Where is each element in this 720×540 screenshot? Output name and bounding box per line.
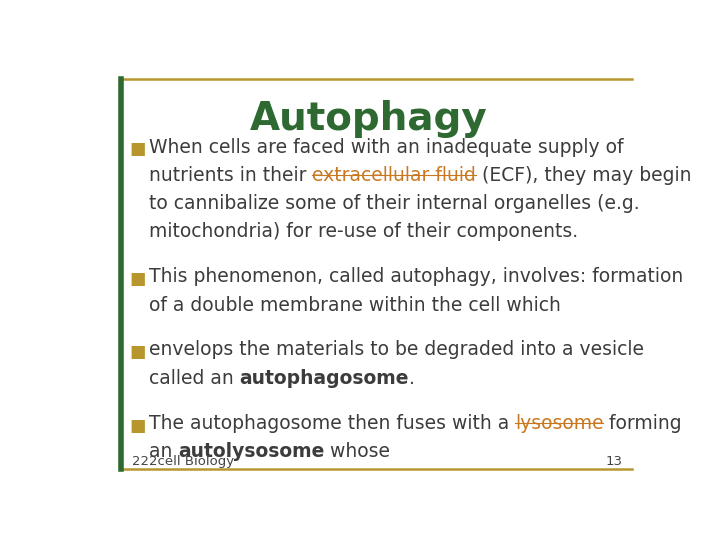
Text: .: . (409, 369, 415, 388)
Text: autolysosome: autolysosome (178, 442, 324, 461)
Text: ■: ■ (130, 270, 145, 288)
Text: extracellular fluid: extracellular fluid (312, 166, 476, 185)
Text: ■: ■ (130, 140, 145, 158)
Text: whose: whose (324, 442, 390, 461)
Text: lysosome: lysosome (515, 414, 603, 433)
Text: autophagosome: autophagosome (239, 369, 409, 388)
Text: ■: ■ (130, 343, 145, 361)
Text: When cells are faced with an inadequate supply of: When cells are faced with an inadequate … (148, 138, 623, 157)
Text: This phenomenon, called autophagy, involves: formation: This phenomenon, called autophagy, invol… (148, 267, 683, 286)
Text: of a double membrane within the cell which: of a double membrane within the cell whi… (148, 295, 560, 315)
Text: called an: called an (148, 369, 239, 388)
Text: Autophagy: Autophagy (250, 100, 488, 138)
Text: forming: forming (603, 414, 682, 433)
Text: an: an (148, 442, 178, 461)
Text: 222cell Biology: 222cell Biology (132, 455, 234, 468)
Text: envelops the materials to be degraded into a vesicle: envelops the materials to be degraded in… (148, 341, 644, 360)
Text: ■: ■ (130, 416, 145, 435)
Text: to cannibalize some of their internal organelles (e.g.: to cannibalize some of their internal or… (148, 194, 639, 213)
Text: (ECF), they may begin: (ECF), they may begin (476, 166, 691, 185)
Text: The autophagosome then fuses with a: The autophagosome then fuses with a (148, 414, 515, 433)
Text: 13: 13 (606, 455, 623, 468)
Text: mitochondria) for re-use of their components.: mitochondria) for re-use of their compon… (148, 222, 577, 241)
Text: nutrients in their: nutrients in their (148, 166, 312, 185)
